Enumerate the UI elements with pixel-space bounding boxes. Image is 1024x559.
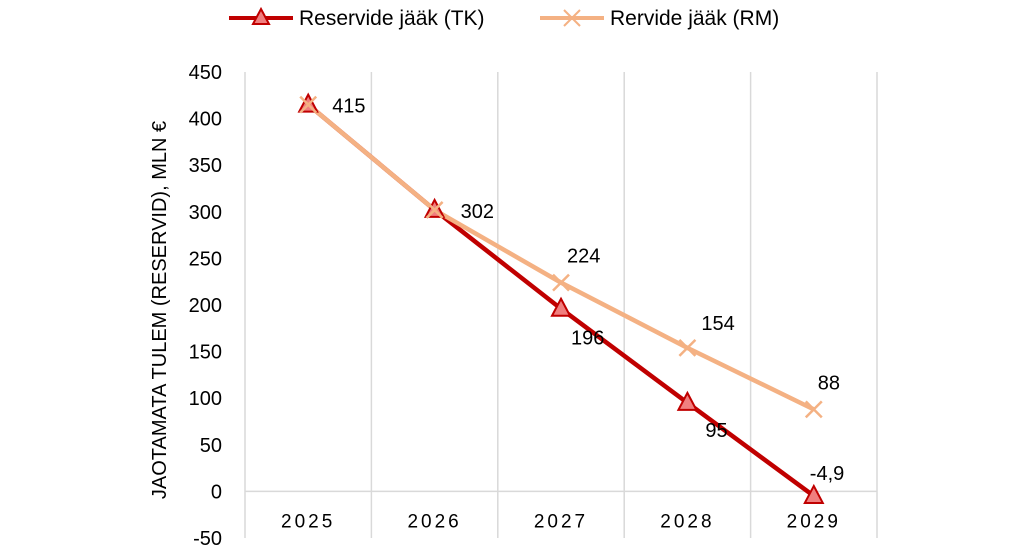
x-tick-label: 2029 [787, 511, 841, 532]
y-tick-label: 250 [189, 248, 222, 270]
marker-x-rm [804, 400, 823, 419]
x-axis-ticks: 2025 2026 2027 2028 2029 [281, 511, 841, 532]
y-tick-label: 300 [189, 202, 222, 224]
y-tick-label: 100 [189, 388, 222, 410]
data-label-rm: 154 [701, 313, 734, 335]
x-tick-label: 2028 [660, 511, 714, 532]
y-tick-label: 0 [211, 481, 222, 503]
y-tick-label: 50 [200, 435, 222, 457]
marker-x-rm [552, 273, 570, 292]
legend: Reservide jääk (TK) Rervide jääk (RM) [229, 6, 779, 30]
gridlines [244, 72, 878, 538]
marker-triangle-tk [676, 390, 699, 411]
legend-item-tk: Reservide jääk (TK) [229, 6, 485, 30]
marker-triangle-tk [803, 483, 825, 504]
data-label-tk: 196 [571, 328, 604, 350]
data-label-tk: -4,9 [810, 463, 844, 485]
x-tick-label: 2025 [281, 511, 335, 532]
y-tick-label: -50 [193, 528, 222, 550]
data-label-tk: 415 [332, 96, 365, 118]
legend-item-rm: Rervide jääk (RM) [540, 7, 779, 30]
series-layer [297, 92, 825, 504]
y-axis-ticks: -50 0 50 100 150 200 250 300 350 400 450 [189, 62, 222, 550]
marker-x-rm [425, 201, 444, 219]
data-label-rm: 88 [818, 372, 840, 394]
legend-marker-x-icon [563, 9, 581, 27]
y-axis-title: JAOTAMATA TULEM (RESERVID), MLN € [149, 121, 171, 499]
marker-x-rm [678, 338, 697, 357]
x-tick-label: 2027 [534, 511, 588, 532]
marker-x-rm [299, 95, 318, 114]
y-tick-label: 150 [189, 342, 222, 364]
legend-label-tk: Reservide jääk (TK) [299, 7, 485, 30]
data-label-tk: 302 [461, 201, 494, 223]
legend-label-rm: Rervide jääk (RM) [610, 7, 779, 30]
legend-marker-triangle-icon [251, 6, 271, 25]
y-tick-label: 450 [189, 62, 222, 84]
data-label-rm: 224 [567, 246, 600, 268]
y-tick-label: 350 [189, 155, 222, 177]
series-line-rm [306, 102, 815, 412]
x-tick-label: 2026 [407, 511, 461, 532]
data-label-tk: 95 [705, 420, 727, 442]
marker-triangle-tk [550, 296, 572, 317]
y-tick-label: 200 [189, 295, 222, 317]
data-labels: 415 302 196 95 -4,9 224 154 88 [332, 96, 844, 485]
y-tick-label: 400 [189, 109, 222, 131]
